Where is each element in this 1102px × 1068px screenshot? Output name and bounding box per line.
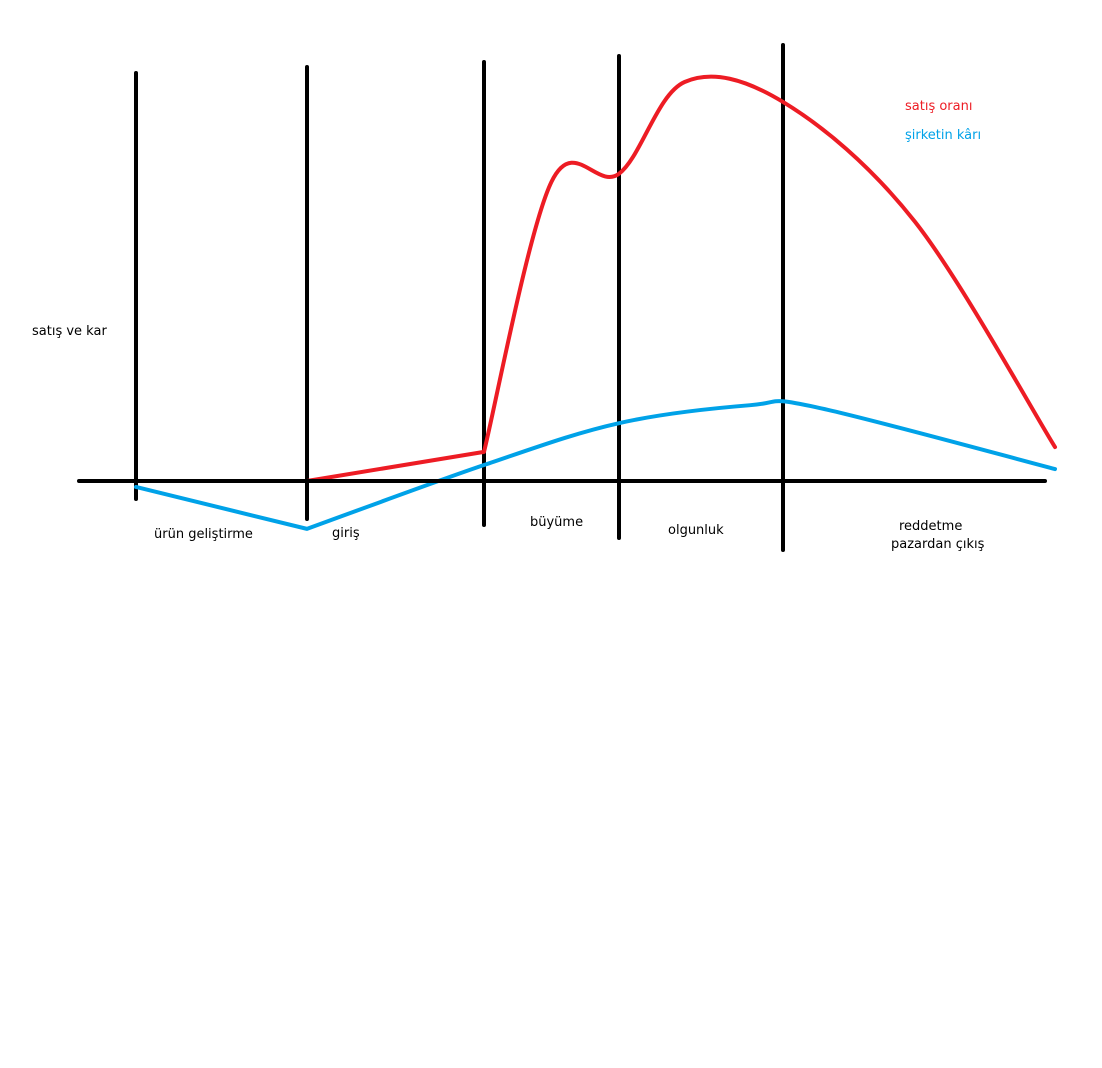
series-line-sales	[305, 74, 1057, 483]
y-axis-label: satış ve kar	[32, 324, 107, 339]
legend-entry-sales: satış oranı	[905, 99, 972, 114]
stage-label: giriş	[332, 526, 360, 541]
stage-label: büyüme	[530, 515, 583, 530]
series-line-profit	[134, 399, 1057, 531]
stage-label: olgunluk	[668, 523, 724, 538]
stage-label: ürün geliştirme	[154, 527, 253, 542]
stage-label: reddetme pazardan çıkış	[891, 519, 985, 552]
legend-entry-profit: şirketin kârı	[905, 128, 981, 143]
legend: satış oranı şirketin kârı	[905, 99, 981, 143]
